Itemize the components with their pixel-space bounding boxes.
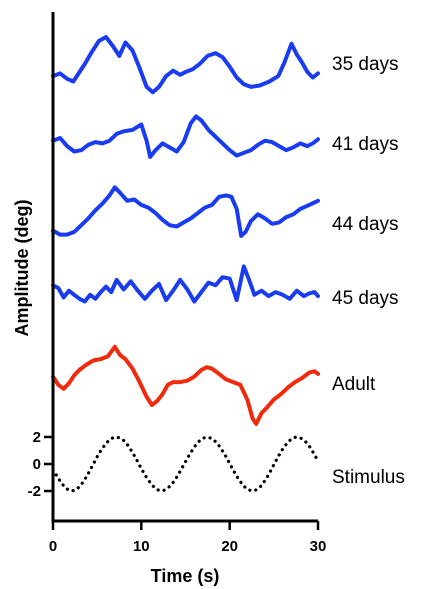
y-tick-label: 2: [33, 429, 41, 446]
x-tick-label: 10: [133, 538, 150, 555]
y-tick-label: -2: [28, 483, 41, 500]
series-label-44-days: 44 days: [332, 214, 399, 235]
x-axis-title: Time (s): [151, 566, 220, 586]
series-line-44-days: [51, 185, 320, 238]
x-tick-label: 30: [310, 538, 327, 555]
series-label-41-days: 41 days: [332, 134, 399, 155]
series-labels: 35 days 41 days 44 days 45 days Adult Stimulu…: [332, 54, 405, 488]
x-tick-label: 20: [221, 538, 238, 555]
x-tick-label: 0: [49, 538, 57, 555]
series-label-adult: Adult: [332, 374, 376, 395]
series-line-41-days: [51, 114, 320, 159]
series-layer: [51, 35, 320, 493]
series-label-45-days: 45 days: [332, 288, 399, 309]
series-line-adult: [51, 344, 320, 426]
y-axis-title: Amplitude (deg): [12, 200, 32, 337]
series-line-45-days: [51, 264, 320, 304]
series-label-stimulus: Stimulus: [332, 467, 405, 488]
series-line-stimulus: [51, 435, 320, 493]
y-tick-label: 0: [33, 456, 41, 473]
series-line-35-days: [51, 35, 320, 95]
series-label-35-days: 35 days: [332, 54, 399, 75]
